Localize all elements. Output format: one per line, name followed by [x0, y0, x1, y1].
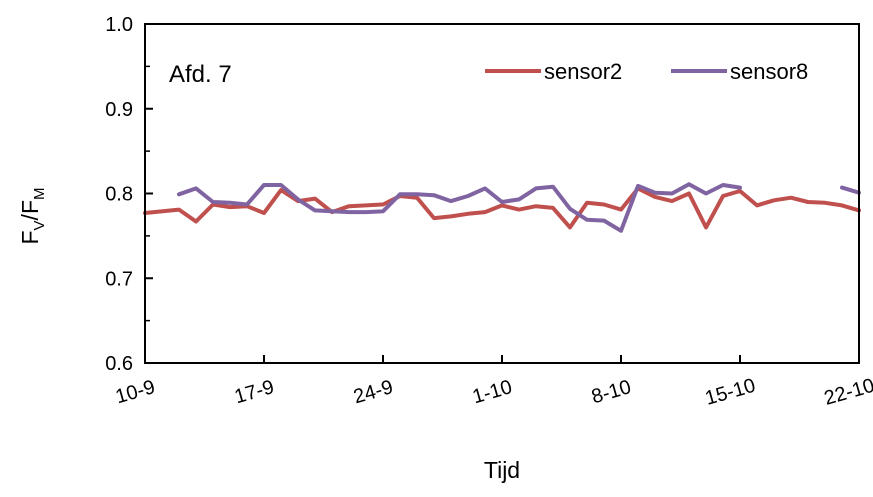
- plot-frame: [144, 23, 860, 364]
- x-tick-label: 10-9: [113, 376, 158, 408]
- series-line-sensor2: [143, 186, 861, 230]
- y-axis-title: FV/FM: [17, 187, 48, 244]
- y-axis-title-sep: /F: [17, 200, 43, 220]
- x-tick-label: 24-9: [351, 376, 396, 408]
- series-line-sensor8-segment-1: [177, 182, 742, 233]
- legend-label-sensor2: sensor2: [544, 59, 622, 84]
- y-axis-title-sub2: M: [31, 187, 48, 200]
- y-axis-title-main: F: [17, 230, 43, 244]
- x-tick-label: 1-10: [470, 376, 515, 408]
- y-tick-label: 0.9: [105, 99, 133, 121]
- legend-label-sensor8: sensor8: [730, 59, 808, 84]
- y-axis-title-sub1: V: [31, 220, 48, 230]
- chart-annotation: Afd. 7: [169, 61, 232, 88]
- series-line-sensor8-segment-2: [840, 185, 861, 195]
- y-tick-label: 1.0: [105, 14, 133, 36]
- y-tick-label: 0.8: [105, 184, 133, 206]
- x-tick-label: 8-10: [589, 376, 634, 408]
- x-tick-label: 17-9: [232, 376, 277, 408]
- y-tick-label: 0.6: [105, 353, 133, 375]
- x-tick-label: 22-10: [822, 375, 873, 410]
- axes-layer: 0.6 0.7 0.8 0.9 1.0 10-9 17-9 24-9 1-10 8-10 15-10…: [105, 14, 873, 410]
- x-tick-label: 15-10: [703, 375, 758, 410]
- series-layer: [143, 182, 861, 233]
- legend: sensor2 sensor8: [485, 59, 808, 84]
- x-axis-title: Tijd: [484, 457, 520, 483]
- y-tick-label: 0.7: [105, 268, 133, 290]
